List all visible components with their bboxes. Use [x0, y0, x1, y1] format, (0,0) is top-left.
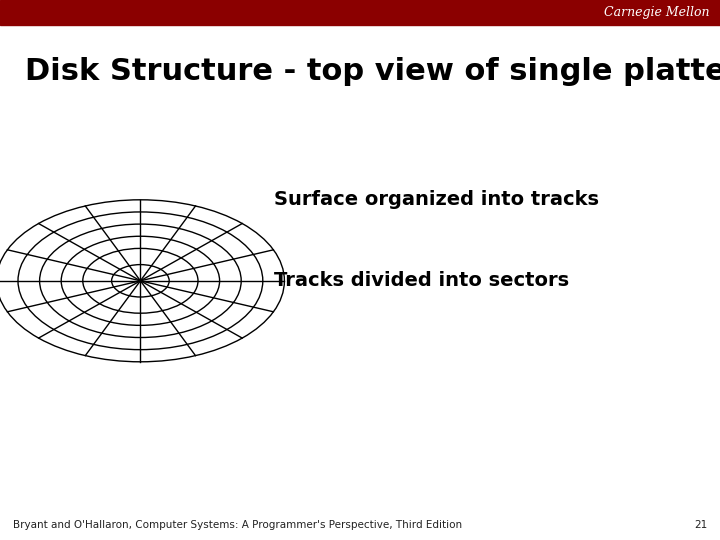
Text: Surface organized into tracks: Surface organized into tracks — [274, 190, 598, 210]
Text: 21: 21 — [694, 520, 707, 530]
Text: Bryant and O'Hallaron, Computer Systems: A Programmer's Perspective, Third Editi: Bryant and O'Hallaron, Computer Systems:… — [13, 520, 462, 530]
Text: Carnegie Mellon: Carnegie Mellon — [603, 6, 709, 19]
Text: Disk Structure - top view of single platter: Disk Structure - top view of single plat… — [25, 57, 720, 86]
Bar — [0, 0, 720, 25]
Text: Tracks divided into sectors: Tracks divided into sectors — [274, 271, 569, 291]
